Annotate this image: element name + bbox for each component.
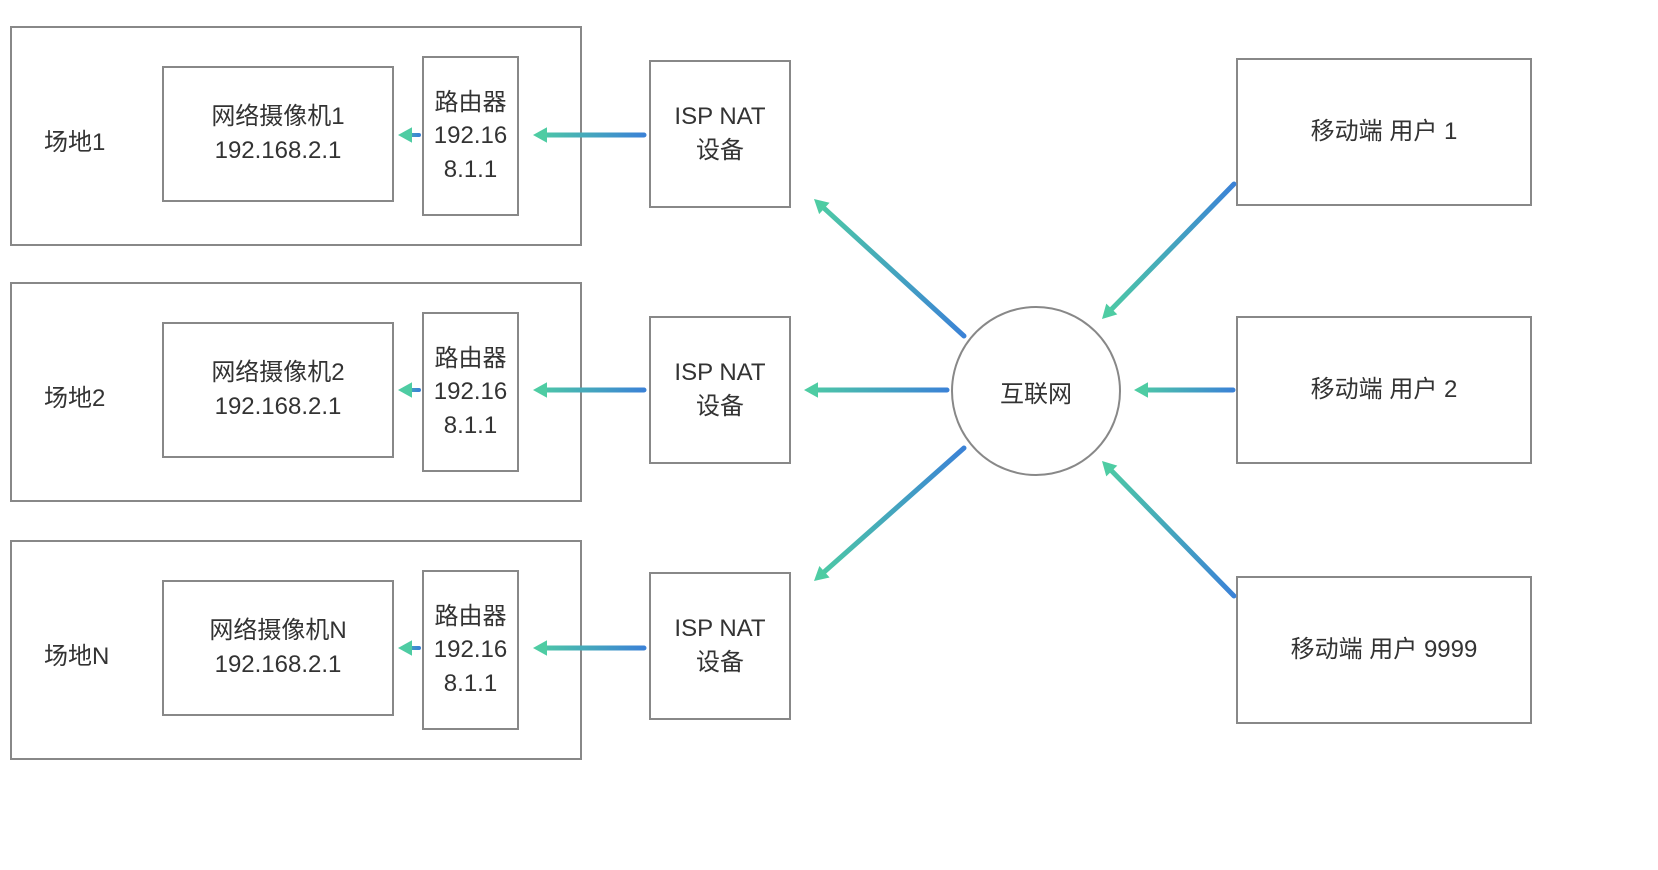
isp-nat-box-2: ISP NAT设备 [649, 572, 791, 720]
router-box-siteN: 路由器192.168.1.1 [422, 570, 519, 730]
site-label-site1: 场地1 [44, 122, 105, 157]
mobile-user-box-2: 移动端 用户 9999 [1236, 576, 1532, 724]
mobile-user-box-0: 移动端 用户 1 [1236, 58, 1532, 206]
router-box-site1: 路由器192.168.1.1 [422, 56, 519, 216]
isp-nat-box-0: ISP NAT设备 [649, 60, 791, 208]
router-box-site2: 路由器192.168.1.1 [422, 312, 519, 472]
internet-node: 互联网 [951, 306, 1121, 476]
camera-box-site1: 网络摄像机1192.168.2.1 [162, 66, 394, 202]
camera-box-siteN: 网络摄像机N192.168.2.1 [162, 580, 394, 716]
camera-box-site2: 网络摄像机2192.168.2.1 [162, 322, 394, 458]
mobile-user-box-1: 移动端 用户 2 [1236, 316, 1532, 464]
isp-nat-box-1: ISP NAT设备 [649, 316, 791, 464]
site-label-site2: 场地2 [44, 378, 105, 413]
site-label-siteN: 场地N [44, 636, 109, 671]
